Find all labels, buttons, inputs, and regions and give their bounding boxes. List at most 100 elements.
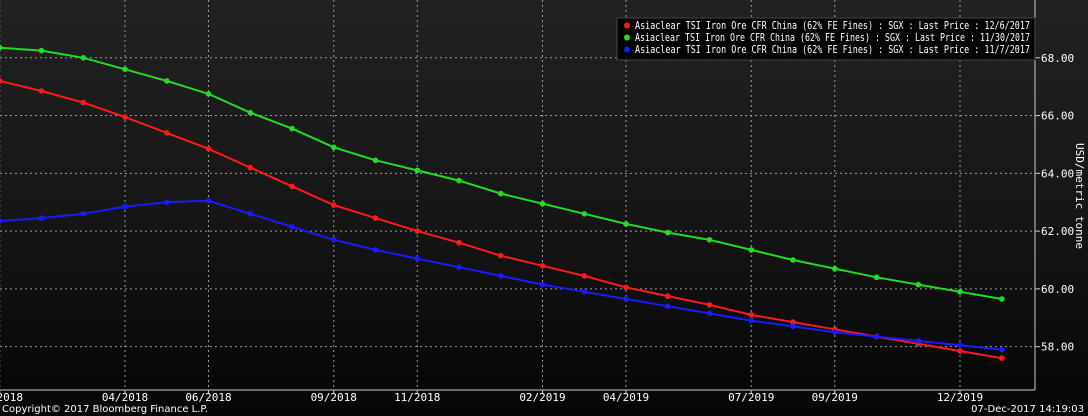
data-point <box>456 177 462 184</box>
data-point <box>623 284 629 291</box>
x-tick-label: 09/2019 <box>812 391 858 404</box>
data-point <box>38 88 45 94</box>
data-point <box>581 273 588 279</box>
data-point <box>957 289 963 295</box>
data-point <box>205 91 212 97</box>
data-point <box>915 338 922 344</box>
data-point <box>0 44 3 51</box>
y-tick-label: 58.00 <box>1041 341 1074 354</box>
data-point <box>80 55 87 61</box>
data-point <box>289 125 295 132</box>
data-point <box>706 237 713 243</box>
x-tick-label: 07/2019 <box>728 391 774 404</box>
copyright-text: Copyright© 2017 Bloomberg Finance L.P. <box>2 404 208 415</box>
legend-marker <box>624 34 630 41</box>
y-tick-label: 62.00 <box>1041 225 1074 238</box>
series-line <box>0 46 1002 300</box>
y-tick-label: 64.00 <box>1041 167 1074 180</box>
series-3 <box>0 198 1005 353</box>
data-point <box>873 274 880 281</box>
y-axis-title: USD/metric tonne <box>1073 143 1086 249</box>
data-point <box>205 198 212 204</box>
x-tick-label: 01/2018 <box>0 391 23 404</box>
data-point <box>999 355 1005 362</box>
y-tick-label: 66.00 <box>1041 110 1074 123</box>
legend-marker <box>624 22 630 29</box>
timestamp-text: 07-Dec-2017 14:19:03 <box>971 404 1084 415</box>
data-point <box>832 265 838 272</box>
data-point <box>665 303 671 310</box>
legend-box <box>616 17 1036 61</box>
data-point <box>38 47 45 54</box>
series-line <box>0 199 1002 351</box>
data-point <box>915 281 922 288</box>
x-tick-label: 06/2018 <box>185 391 231 404</box>
legend-item: Asiaclear TSI Iron Ore CFR China (62% FE… <box>624 20 1030 32</box>
data-point <box>289 224 295 230</box>
data-point <box>748 312 755 318</box>
data-point <box>539 263 546 269</box>
data-point <box>414 167 421 174</box>
data-point <box>456 264 462 271</box>
x-tick-label: 11/2018 <box>394 391 440 404</box>
legend-marker <box>624 46 630 53</box>
x-tick-label: 09/2018 <box>311 391 357 404</box>
data-point <box>247 211 254 217</box>
data-point <box>122 203 128 210</box>
data-point <box>80 211 87 217</box>
data-point <box>247 164 254 171</box>
series-2 <box>0 44 1005 302</box>
data-point <box>0 218 3 224</box>
data-point <box>80 99 87 106</box>
data-point <box>957 342 963 349</box>
data-point <box>498 273 504 279</box>
data-point <box>873 333 880 340</box>
series-layer <box>0 44 1005 362</box>
data-point <box>623 296 629 302</box>
data-point <box>665 229 671 236</box>
x-tick-label: 04/2018 <box>102 391 148 404</box>
legend-label: Asiaclear TSI Iron Ore CFR China (62% FE… <box>635 44 1030 56</box>
data-point <box>498 252 504 259</box>
legend-item: Asiaclear TSI Iron Ore CFR China (62% FE… <box>624 32 1030 44</box>
y-ticks: 58.00 60.00 62.00 64.00 66.00 68.00 <box>1035 52 1074 354</box>
axes <box>0 0 1036 391</box>
data-point <box>414 255 421 262</box>
series-line <box>0 79 1002 360</box>
x-ticks: 01/2018 04/2018 06/2018 09/2018 11/2018 02/20… <box>0 390 983 404</box>
data-point <box>999 296 1005 302</box>
data-point <box>581 289 588 295</box>
legend-label: Asiaclear TSI Iron Ore CFR China (62% FE… <box>635 32 1030 44</box>
x-tick-label: 04/2019 <box>603 391 649 404</box>
data-point <box>498 190 504 197</box>
data-point <box>957 348 963 354</box>
data-point <box>247 109 254 116</box>
data-point <box>205 146 212 152</box>
data-point <box>748 317 755 324</box>
data-point <box>706 302 713 308</box>
data-point <box>539 200 546 207</box>
data-point <box>372 215 379 221</box>
data-point <box>289 183 295 190</box>
data-point <box>748 247 755 253</box>
data-point <box>999 346 1005 353</box>
data-point <box>623 221 629 227</box>
y-tick-label: 60.00 <box>1041 283 1074 296</box>
data-point <box>372 247 379 253</box>
data-point <box>38 215 45 221</box>
series-1 <box>0 78 1005 362</box>
data-point <box>790 319 796 325</box>
grid <box>0 0 1035 390</box>
data-point <box>414 228 421 234</box>
data-point <box>0 78 3 84</box>
data-point <box>539 281 546 288</box>
y-tick-label: 68.00 <box>1041 52 1074 65</box>
x-tick-label: 02/2019 <box>519 391 565 404</box>
data-point <box>706 310 713 317</box>
data-point <box>331 202 337 208</box>
data-point <box>832 329 838 336</box>
x-tick-label: 12/2019 <box>937 391 983 404</box>
data-point <box>164 199 170 205</box>
data-point <box>581 211 588 217</box>
